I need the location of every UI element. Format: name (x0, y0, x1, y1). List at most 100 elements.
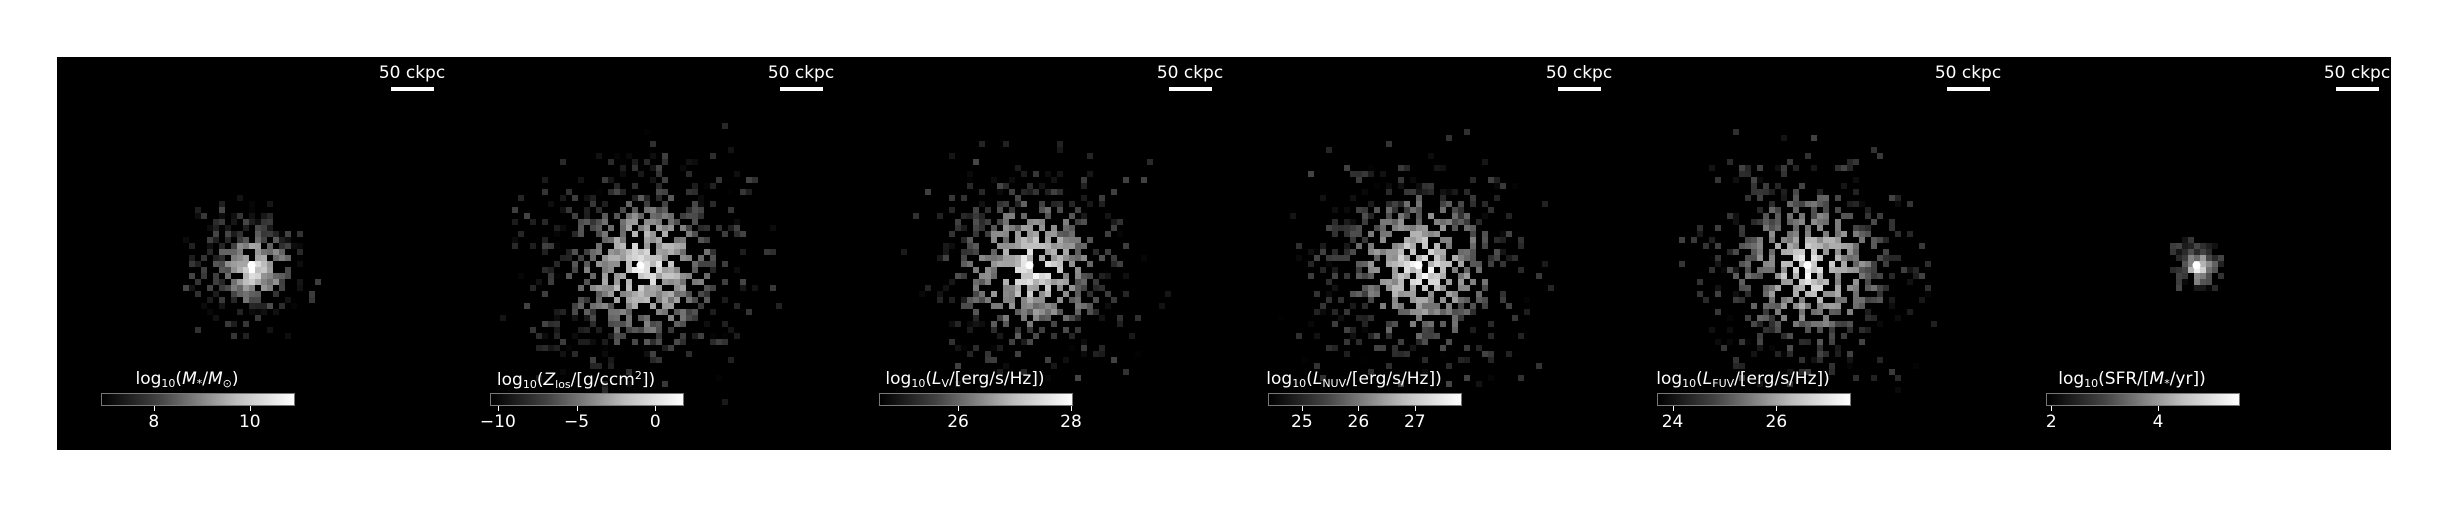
map-pixel (1781, 273, 1787, 279)
map-pixel (1344, 231, 1350, 237)
map-pixel (955, 273, 961, 279)
map-pixel (1877, 255, 1883, 261)
map-pixel (1368, 243, 1374, 249)
map-pixel (1081, 213, 1087, 219)
map-pixel (626, 255, 632, 261)
map-pixel (1446, 201, 1452, 207)
map-pixel (267, 267, 273, 273)
map-pixel (219, 225, 225, 231)
map-pixel (991, 345, 997, 351)
map-pixel (656, 261, 662, 267)
map-pixel (967, 297, 973, 303)
map-pixel (1075, 207, 1081, 213)
map-pixel (1865, 267, 1871, 273)
map-pixel (273, 291, 279, 297)
map-pixel (1775, 303, 1781, 309)
map-pixel (626, 321, 632, 327)
map-pixel (1045, 285, 1051, 291)
map-pixel (1045, 261, 1051, 267)
map-pixel (1350, 303, 1356, 309)
map-pixel (1314, 291, 1320, 297)
map-pixel (1081, 285, 1087, 291)
map-pixel (937, 297, 943, 303)
map-pixel (1069, 225, 1075, 231)
map-pixel (1386, 333, 1392, 339)
map-pixel (1404, 165, 1410, 171)
map-pixel (1428, 189, 1434, 195)
map-pixel (2200, 249, 2206, 255)
map-pixel (1811, 135, 1817, 141)
map-pixel (1057, 147, 1063, 153)
map-pixel (1518, 267, 1524, 273)
map-pixel (722, 321, 728, 327)
map-pixel (686, 315, 692, 321)
map-pixel (225, 249, 231, 255)
map-pixel (1422, 189, 1428, 195)
map-pixel (231, 279, 237, 285)
map-pixel (1835, 285, 1841, 291)
map-pixel (1111, 261, 1117, 267)
map-pixel (1817, 273, 1823, 279)
map-pixel (1829, 363, 1835, 369)
map-pixel (985, 273, 991, 279)
map-pixel (1368, 261, 1374, 267)
map-pixel (1440, 189, 1446, 195)
map-pixel (1799, 249, 1805, 255)
map-pixel (1021, 255, 1027, 261)
map-pixel (662, 273, 668, 279)
map-pixel (967, 243, 973, 249)
map-pixel (219, 201, 225, 207)
map-pixel (1775, 243, 1781, 249)
map-pixel (602, 285, 608, 291)
map-pixel (1380, 237, 1386, 243)
map-pixel (1063, 255, 1069, 261)
map-pixel (662, 267, 668, 273)
map-pixel (1805, 237, 1811, 243)
map-pixel (1925, 291, 1931, 297)
map-pixel (1458, 315, 1464, 321)
map-pixel (1757, 381, 1763, 387)
map-pixel (656, 225, 662, 231)
map-pixel (279, 249, 285, 255)
map-pixel (967, 177, 973, 183)
map-pixel (1440, 237, 1446, 243)
map-pixel (674, 237, 680, 243)
map-pixel (614, 339, 620, 345)
map-pixel (261, 303, 267, 309)
scalebar-label: 50 ckpc (767, 63, 835, 83)
map-pixel (1320, 249, 1326, 255)
map-pixel (644, 219, 650, 225)
map-pixel (1751, 321, 1757, 327)
map-pixel (1775, 285, 1781, 291)
map-pixel (650, 231, 656, 237)
map-pixel (261, 219, 267, 225)
map-pixel (2206, 273, 2212, 279)
map-pixel (231, 285, 237, 291)
map-pixel (1416, 339, 1422, 345)
map-pixel (207, 243, 213, 249)
map-pixel (1374, 207, 1380, 213)
map-pixel (1512, 183, 1518, 189)
map-pixel (1308, 249, 1314, 255)
map-pixel (1015, 351, 1021, 357)
map-pixel (596, 291, 602, 297)
map-pixel (1494, 237, 1500, 243)
map-pixel (1853, 243, 1859, 249)
map-pixel (213, 237, 219, 243)
map-pixel (1476, 267, 1482, 273)
map-pixel (943, 249, 949, 255)
map-pixel (1697, 225, 1703, 231)
map-pixel (1799, 303, 1805, 309)
map-pixel (602, 303, 608, 309)
map-pixel (698, 255, 704, 261)
map-pixel (734, 231, 740, 237)
map-pixel (1374, 249, 1380, 255)
map-pixel (632, 243, 638, 249)
map-pixel (614, 279, 620, 285)
map-pixel (1751, 177, 1757, 183)
map-pixel (1051, 303, 1057, 309)
map-pixel (578, 339, 584, 345)
map-pixel (602, 345, 608, 351)
map-pixel (686, 231, 692, 237)
map-pixel (620, 237, 626, 243)
